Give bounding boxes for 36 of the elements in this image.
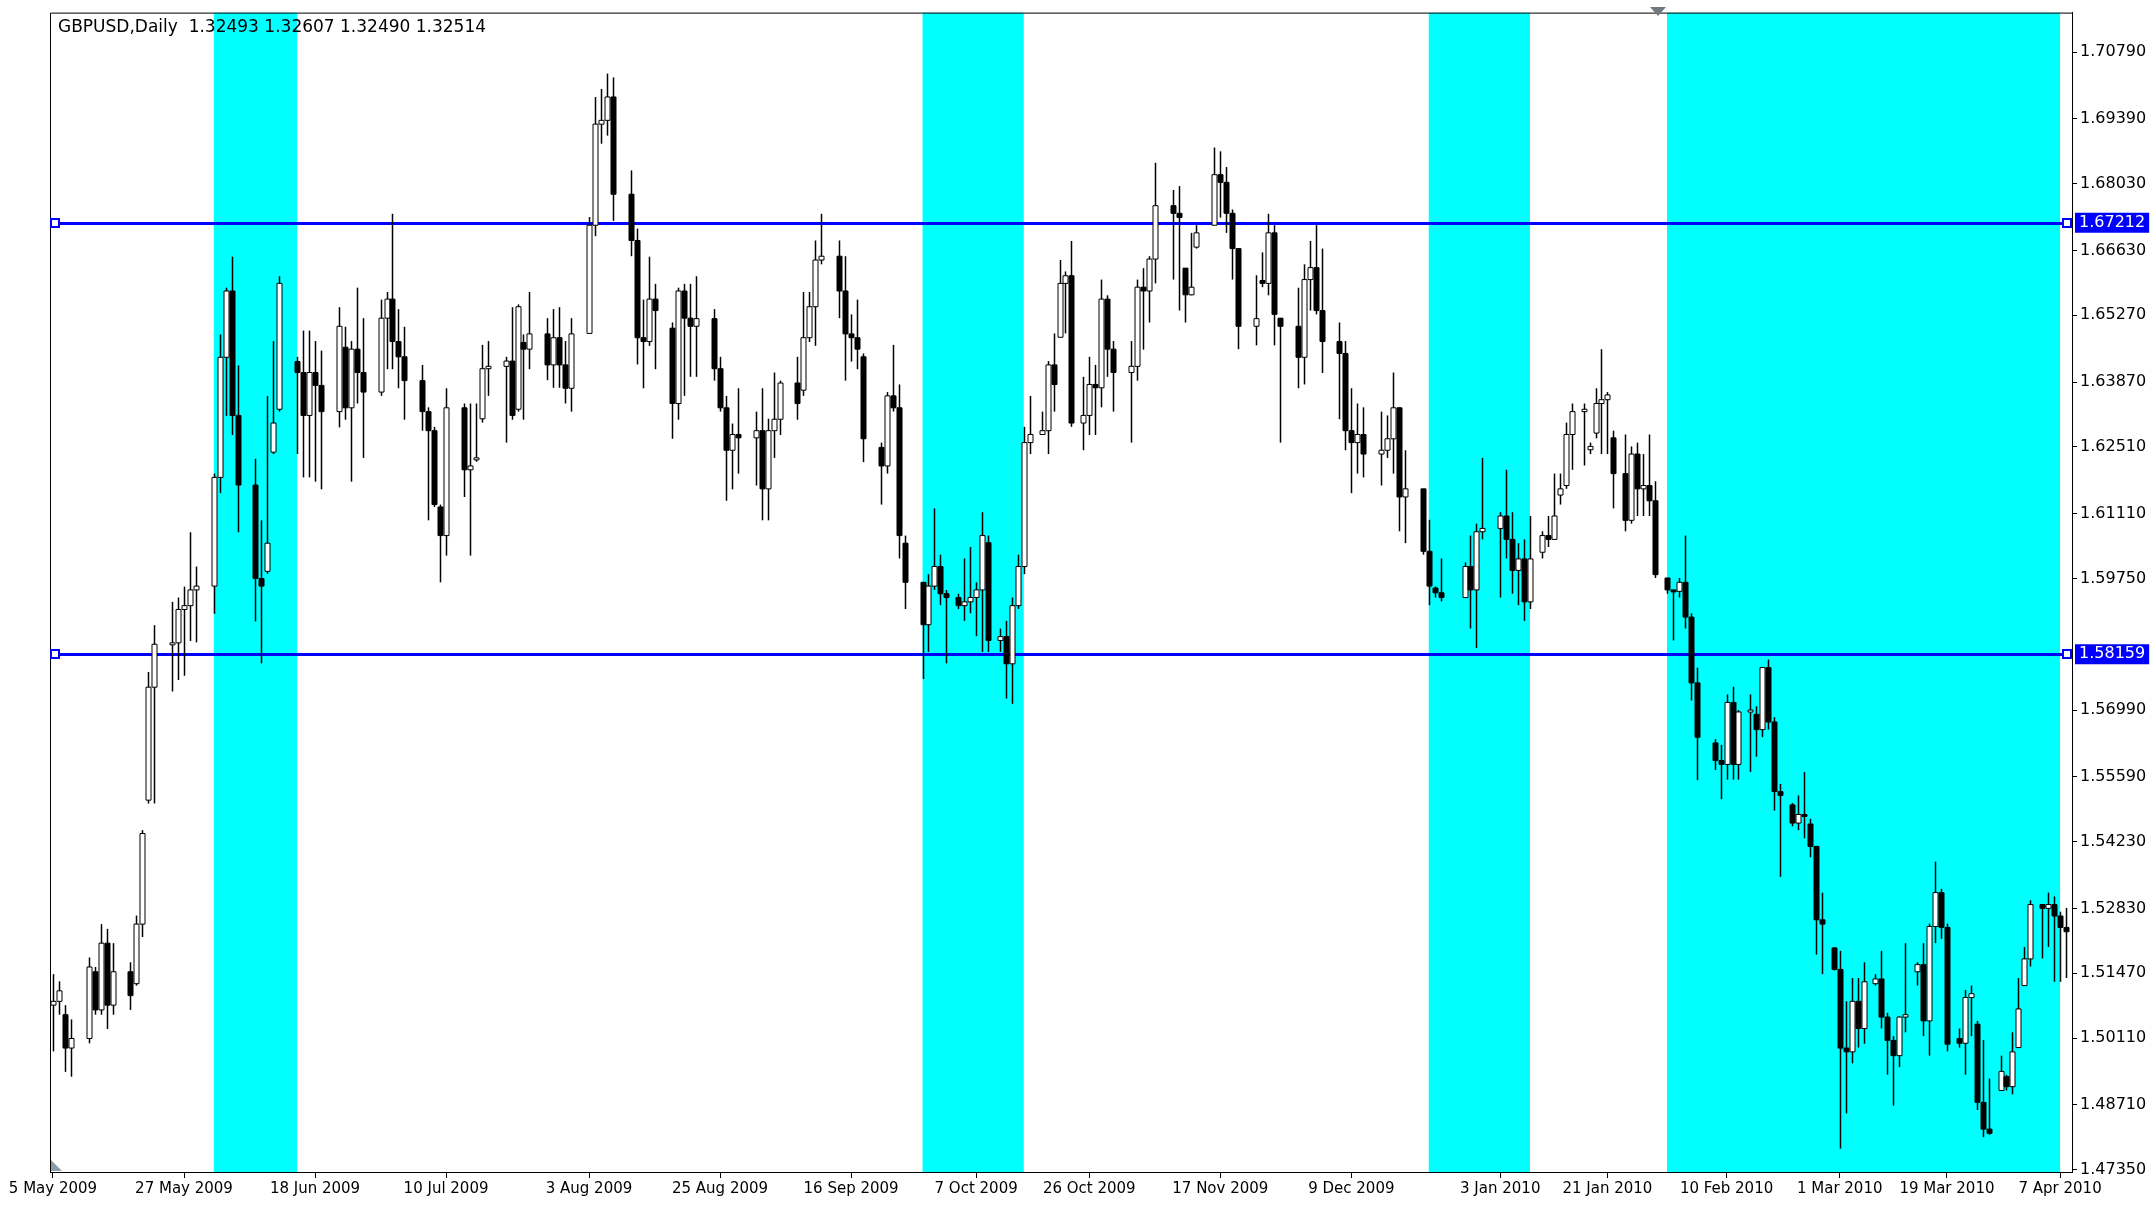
x-tick-label: 3 Aug 2009 <box>545 1178 633 1197</box>
x-tick-label: 18 Jun 2009 <box>269 1178 361 1197</box>
x-tick-label: 27 May 2009 <box>135 1178 233 1197</box>
y-tick-label: 1.54230 <box>2080 830 2147 850</box>
y-tick-label: 1.52830 <box>2080 897 2147 917</box>
x-tick-label: 7 Oct 2009 <box>934 1178 1018 1197</box>
ref-line-label: 1.67212 <box>2079 211 2146 231</box>
ref-line-label: 1.58159 <box>2079 643 2146 663</box>
y-tick-label: 1.48710 <box>2080 1093 2147 1113</box>
y-tick-label: 1.50110 <box>2080 1027 2147 1047</box>
y-tick-label: 1.66630 <box>2080 239 2147 259</box>
y-tick-label: 1.47350 <box>2080 1158 2147 1178</box>
y-tick-label: 1.70790 <box>2080 41 2147 61</box>
x-tick-label: 25 Aug 2009 <box>671 1178 769 1197</box>
y-tick-label: 1.55590 <box>2080 765 2147 785</box>
x-tick-label: 10 Jul 2009 <box>403 1178 489 1197</box>
x-tick-label: 19 Mar 2010 <box>1899 1178 1995 1197</box>
x-tick-label: 5 May 2009 <box>8 1178 98 1197</box>
x-tick-label: 7 Apr 2010 <box>2018 1178 2102 1197</box>
x-tick-label: 21 Jan 2010 <box>1562 1178 1653 1197</box>
y-tick-label: 1.68030 <box>2080 172 2147 192</box>
x-tick-label: 17 Nov 2009 <box>1172 1178 1269 1197</box>
x-tick-label: 10 Feb 2010 <box>1679 1178 1774 1197</box>
x-tick-label: 9 Dec 2009 <box>1308 1178 1395 1197</box>
y-tick-label: 1.61110 <box>2080 502 2147 522</box>
y-tick-label: 1.69390 <box>2080 108 2147 128</box>
y-tick-label: 1.59750 <box>2080 567 2147 587</box>
x-tick-label: 1 Mar 2010 <box>1796 1178 1883 1197</box>
y-tick-label: 1.62510 <box>2080 436 2147 456</box>
y-tick-label: 1.65270 <box>2080 304 2147 324</box>
x-tick-label: 3 Jan 2010 <box>1460 1178 1541 1197</box>
x-tick-label: 16 Sep 2009 <box>803 1178 899 1197</box>
y-tick-label: 1.56990 <box>2080 699 2147 719</box>
y-tick-label: 1.51470 <box>2080 962 2147 982</box>
y-tick-label: 1.63870 <box>2080 371 2147 391</box>
x-tick-label: 26 Oct 2009 <box>1042 1178 1136 1197</box>
